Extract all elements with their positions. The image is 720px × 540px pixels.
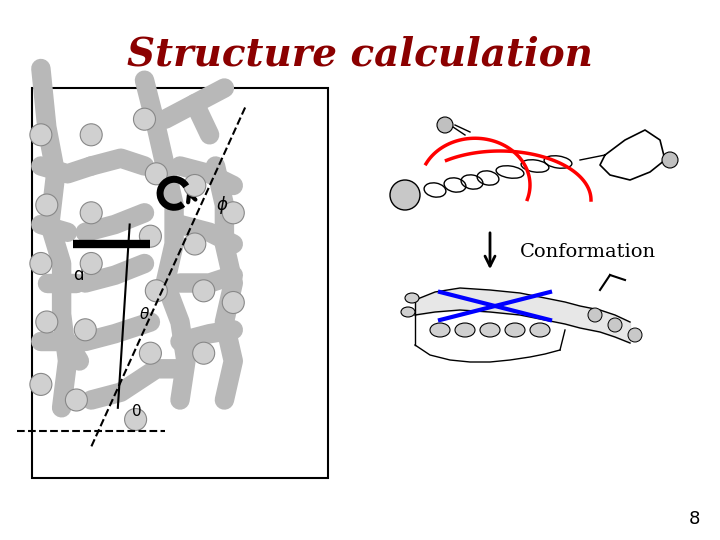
Circle shape bbox=[437, 117, 453, 133]
Ellipse shape bbox=[405, 293, 419, 303]
Circle shape bbox=[36, 311, 58, 333]
Text: Conformation: Conformation bbox=[520, 243, 656, 261]
Ellipse shape bbox=[530, 323, 550, 337]
Text: 0: 0 bbox=[132, 404, 141, 419]
Circle shape bbox=[80, 124, 102, 146]
Ellipse shape bbox=[455, 323, 475, 337]
Circle shape bbox=[145, 163, 167, 185]
Circle shape bbox=[30, 373, 52, 395]
Circle shape bbox=[36, 194, 58, 216]
Text: $\theta$: $\theta$ bbox=[138, 306, 150, 322]
Text: Structure calculation: Structure calculation bbox=[127, 35, 593, 73]
Circle shape bbox=[193, 342, 215, 364]
Circle shape bbox=[588, 308, 602, 322]
Circle shape bbox=[66, 389, 87, 411]
Circle shape bbox=[184, 233, 206, 255]
Circle shape bbox=[145, 280, 167, 302]
Circle shape bbox=[608, 318, 622, 332]
Circle shape bbox=[80, 253, 102, 274]
Circle shape bbox=[133, 108, 156, 130]
Circle shape bbox=[628, 328, 642, 342]
Circle shape bbox=[74, 319, 96, 341]
Circle shape bbox=[30, 253, 52, 274]
Ellipse shape bbox=[430, 323, 450, 337]
Ellipse shape bbox=[480, 323, 500, 337]
Bar bbox=[32, 88, 328, 478]
Circle shape bbox=[390, 180, 420, 210]
Text: $\phi$: $\phi$ bbox=[215, 194, 228, 216]
Ellipse shape bbox=[505, 323, 525, 337]
Text: d: d bbox=[73, 266, 84, 284]
Circle shape bbox=[80, 202, 102, 224]
Circle shape bbox=[184, 174, 206, 197]
Circle shape bbox=[222, 202, 244, 224]
Circle shape bbox=[222, 292, 244, 314]
Circle shape bbox=[140, 342, 161, 364]
Text: 8: 8 bbox=[688, 510, 700, 528]
Circle shape bbox=[30, 124, 52, 146]
Circle shape bbox=[125, 408, 147, 430]
Ellipse shape bbox=[401, 307, 415, 317]
Circle shape bbox=[662, 152, 678, 168]
Circle shape bbox=[193, 280, 215, 302]
Circle shape bbox=[140, 225, 161, 247]
